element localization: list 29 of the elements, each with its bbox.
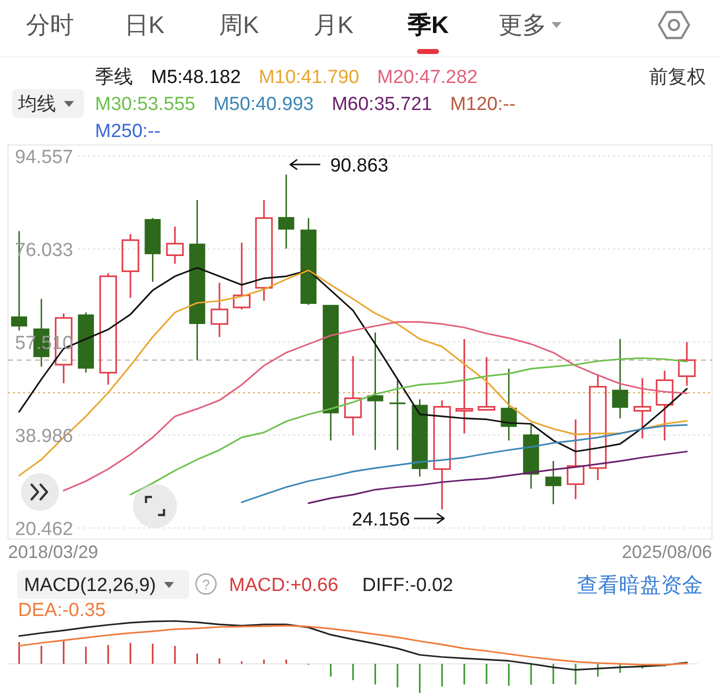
text: DIFF:-0.02 [362, 575, 454, 596]
y-tick-label: 20.462 [15, 518, 74, 540]
text: 2025/08/06 [622, 542, 712, 562]
text: M60:35.721 [332, 94, 432, 115]
chart-title: MACD(12,26,9) [24, 575, 156, 596]
legend-label: M120:-- [450, 94, 516, 115]
text: ? [202, 576, 210, 592]
text: 周K [218, 12, 260, 39]
text: M30:53.555 [95, 94, 196, 115]
text: MACD:+0.66 [229, 575, 338, 596]
text: 日K [124, 12, 165, 39]
text: M20:47.282 [377, 67, 478, 88]
legend-title: 季线 [95, 67, 133, 88]
text: M5:48.182 [151, 67, 241, 88]
annotation: 24.156 [352, 509, 410, 530]
text: 查看暗盘资金 [577, 574, 703, 597]
text: 2018/03/29 [8, 542, 98, 562]
text: 分时 [26, 12, 74, 39]
annotation: 90.863 [330, 156, 388, 177]
text: M10:41.790 [258, 67, 360, 88]
y-tick-label: 94.557 [15, 147, 74, 168]
text: M50:40.993 [213, 94, 314, 115]
legend-label: M250:-- [95, 121, 160, 142]
text: 月K [313, 12, 354, 39]
series-label: DEA:-0.35 [18, 600, 106, 621]
dropdown-button: 均线 [12, 89, 84, 118]
text: 前复权 [649, 67, 706, 88]
text: 季K [406, 12, 450, 39]
text: 更多 [498, 12, 546, 39]
